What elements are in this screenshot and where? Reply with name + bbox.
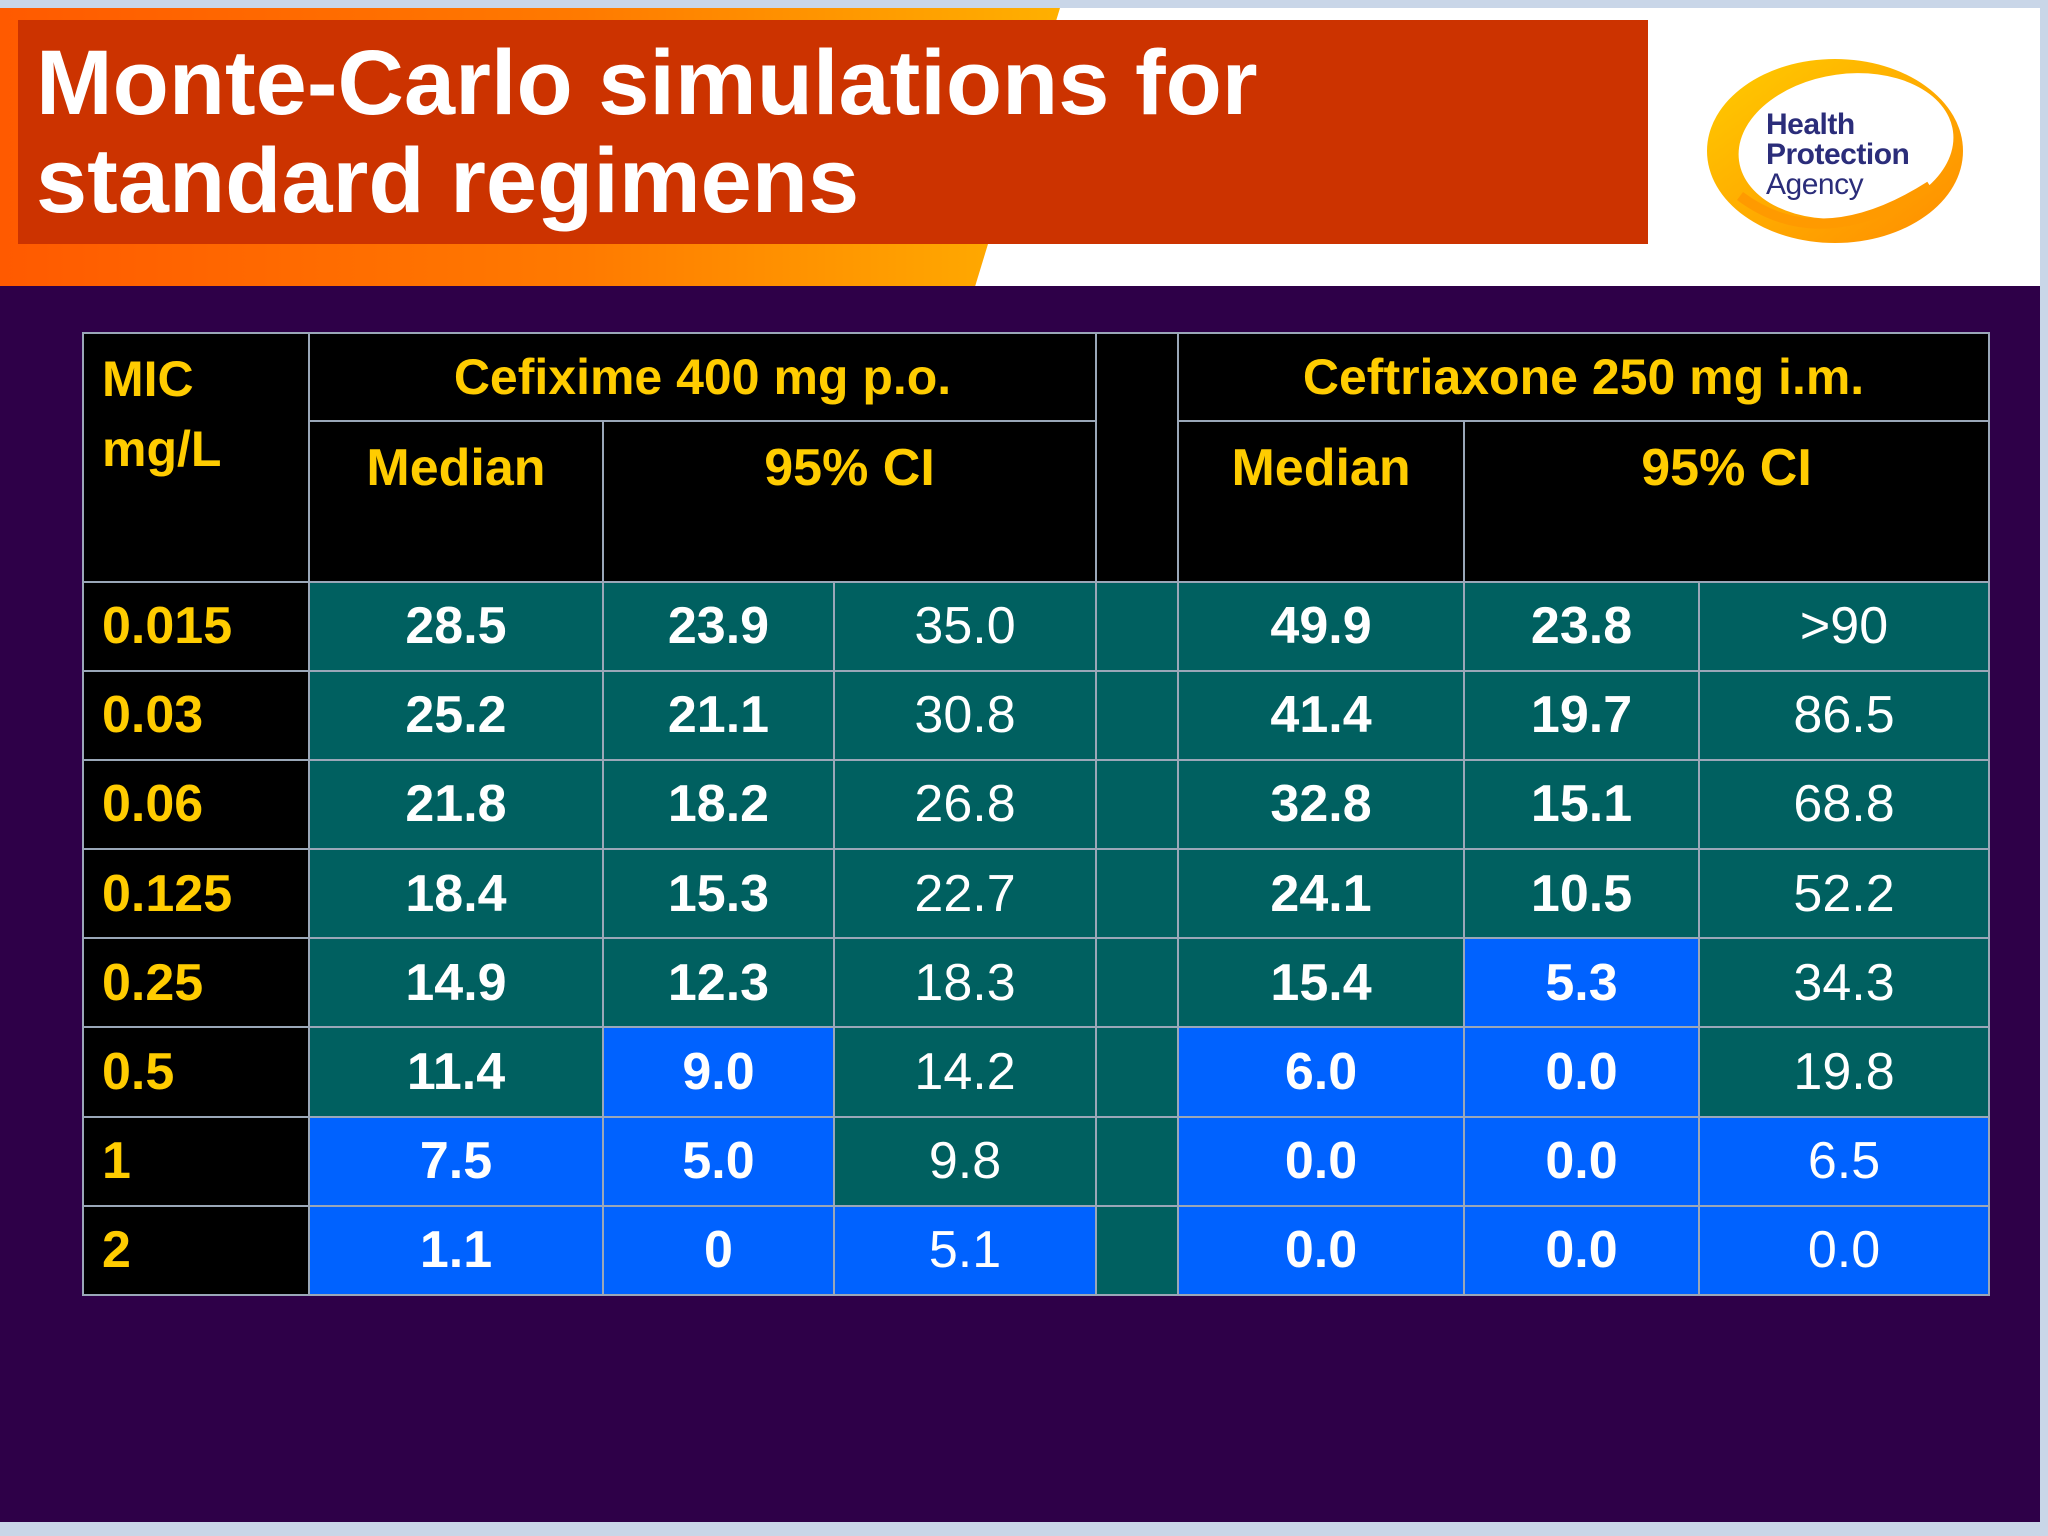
cefixime-ci-high: 30.8 [832,669,1098,761]
logo-text-line2: Protection [1766,138,1910,171]
table-row: 0.125 18.4 15.3 22.7 24.1 10.5 52.2 [82,848,1991,940]
ceftriaxone-median: 49.9 [1177,580,1466,672]
cefixime-ci-low: 23.9 [602,580,835,672]
cefixime-ci-high: 22.7 [832,848,1098,940]
mic-value: 0.125 [82,848,310,940]
mic-value: 0.015 [82,580,310,672]
ceftriaxone-ci-high: >90 [1698,580,1991,672]
cefixime-median: 25.2 [308,669,604,761]
ceftriaxone-median: 0.0 [1177,1115,1466,1207]
table-row: 0.03 25.2 21.1 30.8 41.4 19.7 86.5 [82,669,1991,761]
cefixime-ci-low: 5.0 [602,1115,835,1207]
ceftriaxone-ci-low: 0.0 [1463,1115,1701,1207]
ceftriaxone-ci-low: 5.3 [1463,937,1701,1029]
mic-value: 1 [82,1115,310,1207]
cefixime-median: 1.1 [308,1204,604,1297]
table-row: 2 1.1 0 5.1 0.0 0.0 0.0 [82,1204,1991,1297]
slide: Monte-Carlo simulations for standard reg… [0,8,2040,1522]
cefixime-median: 14.9 [308,937,604,1029]
cefixime-median: 7.5 [308,1115,604,1207]
ceftriaxone-ci-low: 19.7 [1463,669,1701,761]
ceftriaxone-ci-high: 34.3 [1698,937,1991,1029]
ceftriaxone-median: 24.1 [1177,848,1466,940]
mic-value: 0.25 [82,937,310,1029]
ceftriaxone-median-header: Median [1177,420,1466,583]
spacer-cell [1095,848,1180,940]
ceftriaxone-ci-low: 0.0 [1463,1204,1701,1297]
cefixime-ci-high: 5.1 [832,1204,1098,1297]
ceftriaxone-ci-high: 6.5 [1698,1115,1991,1207]
table-row: 1 7.5 5.0 9.8 0.0 0.0 6.5 [82,1115,1991,1207]
title-bar: Monte-Carlo simulations for standard reg… [18,20,1648,244]
ceftriaxone-median: 32.8 [1177,758,1466,851]
cefixime-median: 11.4 [308,1026,604,1118]
cefixime-ci-low: 15.3 [602,848,835,940]
cefixime-ci-low: 9.0 [602,1026,835,1118]
logo-text-line1: Health [1766,108,1855,141]
spacer-cell [1095,1204,1180,1297]
cefixime-ci-high: 18.3 [832,937,1098,1029]
spacer-cell [1095,937,1180,1029]
ceftriaxone-median: 6.0 [1177,1026,1466,1118]
logo-swirl-icon [1707,59,1963,243]
mic-results-table: MIC mg/L Cefixime 400 mg p.o. Ceftriaxon… [82,331,1991,1297]
ceftriaxone-ci-high: 68.8 [1698,758,1991,851]
spacer-cell [1095,758,1180,851]
cefixime-ci-low: 0 [602,1204,835,1297]
spacer-cell [1095,1026,1180,1118]
mic-value: 0.5 [82,1026,310,1118]
cefixime-ci-high: 9.8 [832,1115,1098,1207]
table-row: 0.06 21.8 18.2 26.8 32.8 15.1 68.8 [82,758,1991,851]
cefixime-ci-header: 95% CI [601,420,1098,583]
spacer-cell [1095,580,1180,672]
ceftriaxone-median: 15.4 [1177,937,1466,1029]
logo-text-line3: Agency [1766,168,1864,201]
ceftriaxone-ci-low: 15.1 [1463,758,1701,851]
mic-value: 2 [82,1204,310,1297]
cefixime-ci-low: 21.1 [602,669,835,761]
spacer-column-header [1095,332,1180,583]
ceftriaxone-median: 0.0 [1177,1204,1466,1297]
table-row: 0.25 14.9 12.3 18.3 15.4 5.3 34.3 [82,937,1991,1029]
spacer-cell [1095,1115,1180,1207]
health-protection-agency-logo: Health Protection Agency [1700,46,1970,256]
cefixime-median: 28.5 [308,580,604,672]
cefixime-ci-high: 14.2 [832,1026,1098,1118]
ceftriaxone-ci-header: 95% CI [1463,420,1991,583]
mic-column-header: MIC mg/L [82,332,310,583]
spacer-cell [1095,669,1180,761]
ceftriaxone-ci-low: 0.0 [1463,1026,1701,1118]
cefixime-ci-high: 35.0 [832,580,1098,672]
cefixime-median: 18.4 [308,848,604,940]
cefixime-ci-low: 12.3 [602,937,835,1029]
slide-title: Monte-Carlo simulations for standard reg… [36,32,1258,232]
cefixime-median: 21.8 [308,758,604,851]
slide-header: Monte-Carlo simulations for standard reg… [0,8,2040,286]
ceftriaxone-ci-high: 0.0 [1698,1204,1991,1297]
ceftriaxone-ci-low: 23.8 [1463,580,1701,672]
table-row: 0.5 11.4 9.0 14.2 6.0 0.0 19.8 [82,1026,1991,1118]
cefixime-ci-low: 18.2 [602,758,835,851]
ceftriaxone-ci-high: 19.8 [1698,1026,1991,1118]
ceftriaxone-ci-high: 52.2 [1698,848,1991,940]
cefixime-group-header: Cefixime 400 mg p.o. [307,331,1098,423]
ceftriaxone-group-header: Ceftriaxone 250 mg i.m. [1177,331,1991,423]
ceftriaxone-median: 41.4 [1177,669,1466,761]
mic-value: 0.06 [82,758,310,851]
ceftriaxone-ci-low: 10.5 [1463,848,1701,940]
ceftriaxone-ci-high: 86.5 [1698,669,1991,761]
cefixime-median-header: Median [308,420,604,583]
table-row: 0.015 28.5 23.9 35.0 49.9 23.8 >90 [82,580,1991,672]
mic-value: 0.03 [82,669,310,761]
cefixime-ci-high: 26.8 [832,758,1098,851]
